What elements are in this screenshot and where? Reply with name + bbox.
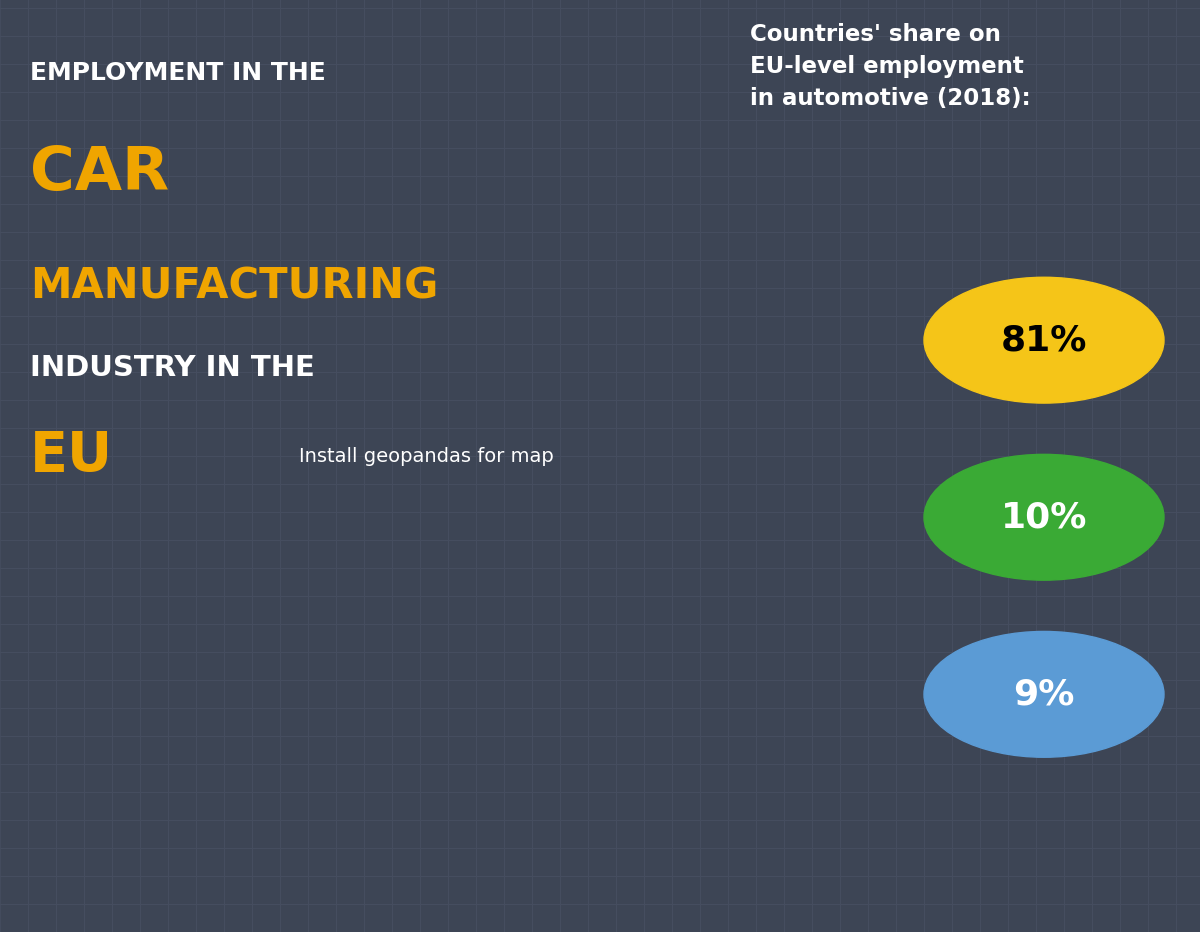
- Text: CAR: CAR: [30, 144, 169, 203]
- Ellipse shape: [924, 454, 1164, 580]
- Text: Install geopandas for map: Install geopandas for map: [299, 447, 553, 466]
- Ellipse shape: [924, 632, 1164, 757]
- Text: 81%: 81%: [1001, 323, 1087, 357]
- Text: 10%: 10%: [1001, 500, 1087, 534]
- Ellipse shape: [924, 278, 1164, 403]
- Text: Countries' share on
EU-level employment
in automotive (2018):: Countries' share on EU-level employment …: [750, 23, 1031, 110]
- Text: 9%: 9%: [1013, 678, 1075, 711]
- Text: INDUSTRY IN THE: INDUSTRY IN THE: [30, 354, 314, 382]
- Text: MANUFACTURING: MANUFACTURING: [30, 266, 438, 308]
- Text: EMPLOYMENT IN THE: EMPLOYMENT IN THE: [30, 61, 325, 85]
- Text: EU: EU: [30, 429, 113, 483]
